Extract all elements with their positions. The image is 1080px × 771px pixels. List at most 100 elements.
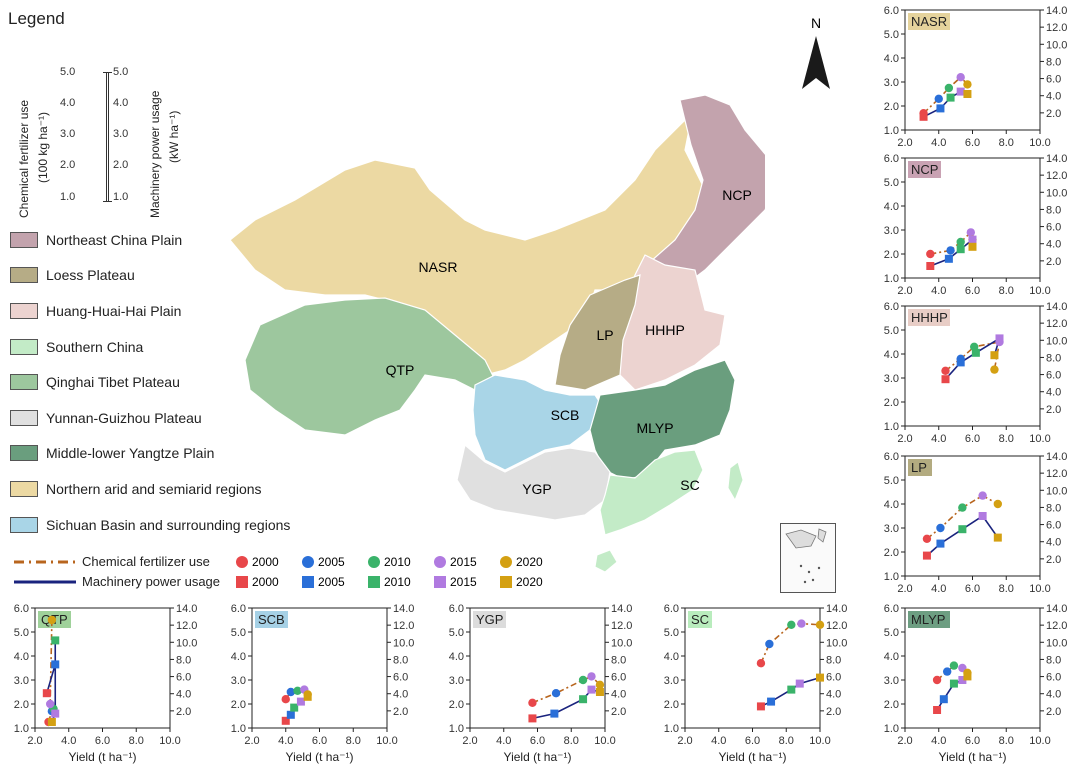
y-right-tick-label: 10.0	[176, 637, 197, 649]
y-right-tick-label: 4.0	[176, 689, 191, 701]
y-tick-label: 2.0	[14, 699, 29, 711]
machinery-point	[281, 716, 290, 725]
machinery-point	[922, 551, 931, 560]
scale-tick-right: 2.0	[113, 159, 129, 171]
y-tick-label: 6.0	[884, 451, 899, 463]
fertilizer-legend-label: Chemical fertilizer use	[82, 554, 210, 569]
fertilizer-point	[756, 659, 766, 668]
legend-item-lp: Loess Plateau	[10, 266, 135, 284]
x-tick-label: 10.0	[1029, 583, 1050, 595]
chart-title-bg	[908, 459, 932, 476]
chart-title: HHHP	[911, 310, 948, 325]
chart-title-bg	[473, 611, 506, 628]
y-right-tick-label: 6.0	[1046, 370, 1061, 382]
machinery-point	[787, 685, 796, 694]
y-right-tick-label: 2.0	[1046, 554, 1061, 566]
y-right-tick-label: 12.0	[1046, 22, 1067, 34]
legend-item-label: Loess Plateau	[46, 267, 135, 283]
x-tick-label: 8.0	[999, 137, 1014, 149]
y-right-tick-label: 6.0	[1046, 520, 1061, 532]
y-tick-label: 4.0	[231, 651, 246, 663]
x-tick-label: 6.0	[530, 735, 545, 747]
y-right-tick-label: 14.0	[826, 603, 847, 615]
y-right-tick-label: 8.0	[1046, 654, 1061, 666]
swatch-mlyp	[10, 445, 38, 461]
x-tick-label: 8.0	[999, 583, 1014, 595]
swatch-scb	[10, 517, 38, 533]
x-tick-label: 10.0	[1029, 285, 1050, 297]
machinery-point	[767, 697, 776, 706]
x-tick-label: 8.0	[999, 735, 1014, 747]
fertilizer-point	[765, 639, 774, 649]
fertilizer-series-line	[532, 675, 601, 704]
y-right-tick-label: 6.0	[393, 672, 408, 684]
north-arrow-icon	[802, 36, 830, 89]
x-tick-label: 6.0	[95, 735, 110, 747]
machinery-point	[956, 245, 965, 254]
x-tick-label: 2.0	[27, 735, 42, 747]
map-label-ygp: YGP	[522, 481, 552, 497]
x-tick-label: 4.0	[931, 137, 946, 149]
x-tick-label: 2.0	[897, 583, 912, 595]
legend-year-circle	[500, 556, 512, 568]
fertilizer-point	[956, 237, 965, 247]
chart-title: SCB	[258, 612, 285, 627]
y-right-tick-label: 14.0	[1046, 451, 1067, 463]
y-tick-label: 5.0	[231, 627, 246, 639]
x-axis-label: Yield (t ha⁻¹)	[504, 750, 572, 764]
legend-year-square	[302, 576, 314, 588]
legend-year-circle	[302, 556, 314, 568]
chart-svg: 2.0 4.0 6.0 8.0 10.01.02.03.04.05.06.02.04.0…	[884, 301, 1068, 445]
fertilizer-point	[587, 672, 596, 681]
machinery-point	[756, 702, 765, 711]
machinery-point	[919, 112, 928, 121]
x-tick-label: 6.0	[965, 433, 980, 445]
y-tick-label: 1.0	[664, 723, 679, 735]
y-right-tick-label: 2.0	[1046, 404, 1061, 416]
y-tick-label: 1.0	[884, 125, 899, 137]
machinery-legend-label: Machinery power usage	[82, 574, 221, 589]
y-right-tick-label: 2.0	[393, 706, 408, 718]
y-right-tick-label: 10.0	[826, 637, 847, 649]
region-lp	[554, 274, 641, 391]
x-tick-label: 4.0	[931, 583, 946, 595]
legend-scale-bar-2	[106, 72, 112, 202]
y-right-tick-label: 4.0	[1046, 537, 1061, 549]
y-tick-label: 3.0	[449, 675, 464, 687]
machinery-point	[963, 90, 972, 98]
machinery-point	[993, 533, 1002, 542]
y-right-tick-label: 10.0	[611, 637, 632, 649]
y-right-tick-label: 8.0	[826, 654, 841, 666]
y-right-tick-label: 12.0	[176, 620, 197, 632]
x-axis-label: Yield (t ha⁻¹)	[286, 750, 354, 764]
y-right-tick-label: 4.0	[393, 689, 408, 701]
machinery-point	[971, 348, 980, 357]
y-right-tick-label: 12.0	[611, 620, 632, 632]
x-tick-label: 8.0	[346, 735, 361, 747]
fertilizer-point	[293, 686, 302, 695]
map-label-lp: LP	[596, 327, 613, 343]
y-tick-label: 5.0	[884, 325, 899, 337]
y-right-tick-label: 4.0	[1046, 689, 1061, 701]
legend-item-ygp: Yunnan-Guizhou Plateau	[10, 409, 202, 427]
machinery-point	[286, 710, 295, 719]
y-right-tick-label: 12.0	[826, 620, 847, 632]
y-right-tick-label: 8.0	[611, 654, 626, 666]
chart-title: NASR	[911, 14, 947, 29]
machinery-point	[956, 358, 965, 367]
y-right-tick-label: 12.0	[393, 620, 414, 632]
map-label-scb: SCB	[551, 407, 580, 423]
legend-item-label: Huang-Huai-Hai Plain	[46, 303, 182, 319]
machinery-point	[816, 673, 824, 682]
legend-year-label: 2020	[516, 575, 543, 589]
legend-item-ncp: Northeast China Plain	[10, 231, 182, 249]
y-tick-label: 5.0	[884, 177, 899, 189]
machinery-point	[968, 235, 977, 244]
fertilizer-point	[949, 661, 959, 670]
y-tick-label: 4.0	[884, 53, 899, 65]
series-legend: 2000 2000 2005 2005 2010 2010 2015 2015 2020 2020…	[10, 552, 570, 592]
x-tick-label: 6.0	[965, 285, 980, 297]
x-tick-label: 2.0	[897, 735, 912, 747]
inset-map	[785, 528, 827, 584]
machinery-point	[946, 93, 955, 102]
